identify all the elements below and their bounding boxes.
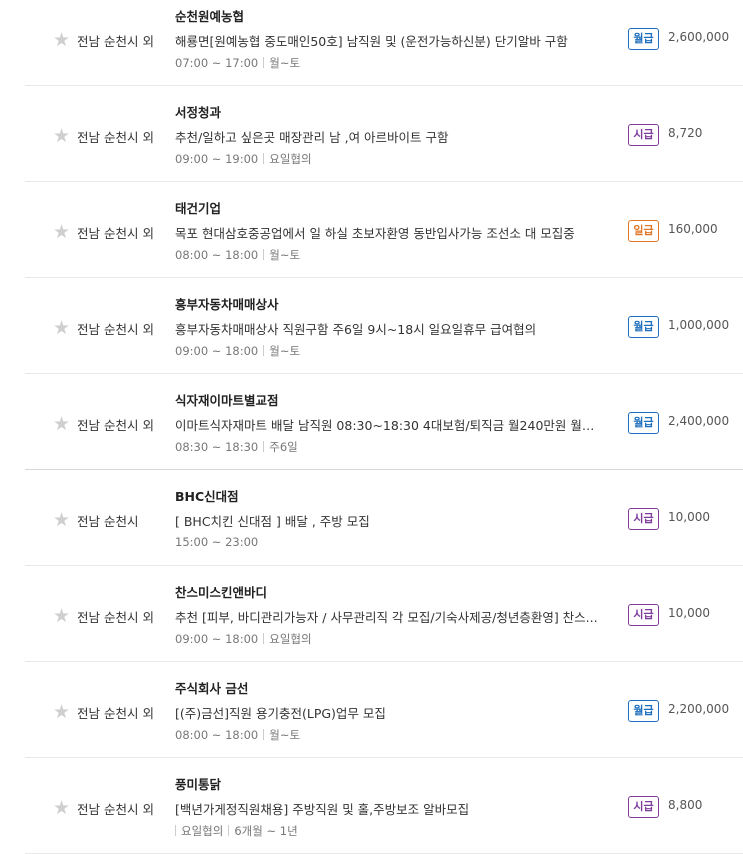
location: 전남 순천시 외 [77,322,154,337]
divider [263,441,265,452]
company-name[interactable]: 찬스미스킨앤바디 [175,585,268,600]
location: 전남 순천시 외 [77,418,154,433]
job-meta: 15:00 ~ 23:00 [175,535,258,549]
divider [263,633,265,644]
job-description[interactable]: [(주)금선]직원 용기충전(LPG)업무 모집 [175,706,386,721]
job-row[interactable]: ★ 전남 순천시 외 찬스미스킨앤바디 추천 [피부, 바디관리가능자 / 사무… [25,566,743,662]
divider [228,825,230,836]
job-description[interactable]: 해룡면[원예농협 중도매인50호] 남직원 및 (운전가능하신분) 단기알바 구… [175,34,568,49]
pay-amount: 2,400,000 [668,414,730,428]
star-icon[interactable]: ★ [53,605,71,627]
star-icon[interactable]: ★ [53,797,71,819]
star-icon[interactable]: ★ [53,509,71,531]
work-hours: 09:00 ~ 18:00 [175,632,259,646]
location: 전남 순천시 외 [77,226,154,241]
company-name[interactable]: 풍미통닭 [175,777,222,792]
work-days: 주6일 [269,440,298,454]
job-row[interactable]: ★ 전남 순천시 외 흥부자동차매매상사 흥부자동차매매상사 직원구함 주6일 … [25,278,743,374]
pay-amount: 2,200,000 [668,702,730,716]
star-icon[interactable]: ★ [53,221,71,243]
pay-type-badge: 일급 [628,220,659,242]
star-icon[interactable]: ★ [53,29,71,51]
star-icon[interactable]: ★ [53,701,71,723]
work-days: 요일협의 [181,824,224,838]
job-description[interactable]: [백년가게정직원채용] 주방직원 및 홀,주방보조 알바모집 [175,802,470,817]
pay-type-badge: 월급 [628,412,659,434]
pay-type-badge: 시급 [628,508,659,530]
pay-type-badge: 월급 [628,700,659,722]
work-days: 요일협의 [269,152,312,166]
work-days: 월~토 [269,56,301,70]
location: 전남 순천시 [77,514,139,529]
company-name[interactable]: BHC신대점 [175,489,239,504]
job-meta: 08:00 ~ 18:00 월~토 [175,727,300,743]
location: 전남 순천시 외 [77,130,154,145]
divider [263,57,265,68]
star-icon[interactable]: ★ [53,317,71,339]
job-meta: 09:00 ~ 18:00 요일협의 [175,631,312,647]
company-name[interactable]: 태건기업 [175,201,222,216]
work-hours: 08:00 ~ 18:00 [175,248,259,262]
work-days: 월~토 [269,248,301,262]
job-row[interactable]: ★ 전남 순천시 외 주식회사 금선 [(주)금선]직원 용기충전(LPG)업무… [25,662,743,758]
divider [175,825,176,836]
job-description[interactable]: 이마트식자재마트 배달 남직원 08:30~18:30 4대보험/퇴직금 월24… [175,418,600,433]
work-hours: 08:00 ~ 18:00 [175,728,259,742]
pay-amount: 2,600,000 [668,30,730,44]
job-meta: 요일협의 6개월 ~ 1년 [175,823,298,839]
job-description[interactable]: 목포 현대삼호중공업에서 일 하실 초보자환영 동반입사가능 조선소 대 모집중 [175,226,575,241]
location: 전남 순천시 외 [77,34,154,49]
pay-type-badge: 월급 [628,28,659,50]
pay-type-badge: 월급 [628,316,659,338]
job-row[interactable]: ★ 전남 순천시 외 풍미통닭 [백년가게정직원채용] 주방직원 및 홀,주방보… [25,758,743,854]
work-days: 요일협의 [269,632,312,646]
divider [263,345,265,356]
pay-type-badge: 시급 [628,796,659,818]
company-name[interactable]: 식자재이마트별교점 [175,393,279,408]
divider [263,729,265,740]
job-meta: 07:00 ~ 17:00 월~토 [175,55,300,71]
work-days: 월~토 [269,728,301,742]
company-name[interactable]: 서정청과 [175,105,222,120]
pay-amount: 8,720 [668,126,703,140]
pay-amount: 1,000,000 [668,318,730,332]
job-meta: 09:00 ~ 18:00 월~토 [175,343,300,359]
work-hours: 09:00 ~ 19:00 [175,152,259,166]
work-period: 6개월 ~ 1년 [234,824,298,838]
job-row[interactable]: ★ 전남 순천시 외 순천원예농협 해룡면[원예농협 중도매인50호] 남직원 … [25,0,743,86]
work-days: 월~토 [269,344,301,358]
work-hours: 07:00 ~ 17:00 [175,56,259,70]
pay-amount: 160,000 [668,222,718,236]
pay-type-badge: 시급 [628,604,659,626]
divider [263,153,265,164]
job-meta: 09:00 ~ 19:00 요일협의 [175,151,312,167]
work-hours: 09:00 ~ 18:00 [175,344,259,358]
pay-amount: 8,800 [668,798,703,812]
location: 전남 순천시 외 [77,610,154,625]
job-description[interactable]: 추천 [피부, 바디관리가능자 / 사무관리직 각 모집/기숙사제공/청년층환영… [175,610,598,625]
job-description[interactable]: [ BHC치킨 신대점 ] 배달 , 주방 모집 [175,514,370,529]
job-meta: 08:00 ~ 18:00 월~토 [175,247,300,263]
job-row[interactable]: ★ 전남 순천시 외 태건기업 목포 현대삼호중공업에서 일 하실 초보자환영 … [25,182,743,278]
work-hours: 15:00 ~ 23:00 [175,535,259,549]
job-description[interactable]: 흥부자동차매매상사 직원구함 주6일 9시~18시 일요일휴무 급여협의 [175,322,537,337]
company-name[interactable]: 순천원예농협 [175,9,245,24]
pay-type-badge: 시급 [628,124,659,146]
divider [263,249,265,260]
location: 전남 순천시 외 [77,706,154,721]
job-row[interactable]: ★ 전남 순천시 BHC신대점 [ BHC치킨 신대점 ] 배달 , 주방 모집… [25,470,743,566]
location: 전남 순천시 외 [77,802,154,817]
company-name[interactable]: 주식회사 금선 [175,681,249,696]
job-row[interactable]: ★ 전남 순천시 외 식자재이마트별교점 이마트식자재마트 배달 남직원 08:… [25,374,743,470]
company-name[interactable]: 흥부자동차매매상사 [175,297,279,312]
job-row[interactable]: ★ 전남 순천시 외 서정청과 추천/일하고 싶은곳 매장관리 남 ,여 아르바… [25,86,743,182]
work-hours: 08:30 ~ 18:30 [175,440,259,454]
job-description[interactable]: 추천/일하고 싶은곳 매장관리 남 ,여 아르바이트 구함 [175,130,449,145]
star-icon[interactable]: ★ [53,125,71,147]
pay-amount: 10,000 [668,606,710,620]
pay-amount: 10,000 [668,510,710,524]
job-meta: 08:30 ~ 18:30 주6일 [175,439,298,455]
star-icon[interactable]: ★ [53,413,71,435]
